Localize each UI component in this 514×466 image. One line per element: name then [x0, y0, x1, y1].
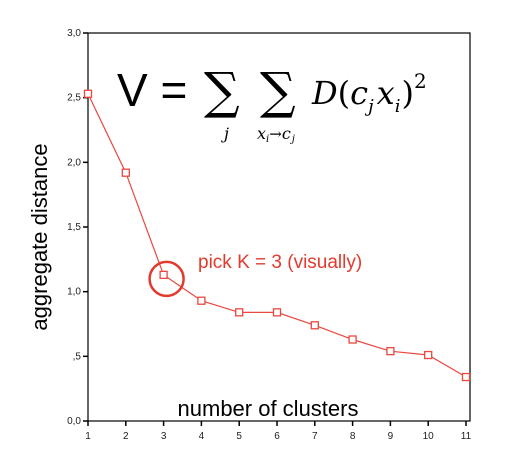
formula-sub-j: j	[221, 124, 229, 143]
annotation-text: pick K = 3 (visually)	[198, 252, 362, 273]
data-point	[197, 296, 206, 305]
data-point	[235, 308, 244, 317]
x-axis-label: number of clusters	[178, 396, 359, 421]
series-markers	[83, 89, 471, 382]
formula-sum-2: ∑	[260, 62, 296, 120]
x-tick-label: 10	[423, 431, 435, 442]
y-tick-label: ,5	[73, 351, 82, 362]
formula-sum-1: ∑	[204, 62, 240, 120]
plot-area-frame	[87, 32, 471, 422]
formula-body: D(cjxi)2	[311, 69, 427, 117]
y-axis-label: aggregate distance	[27, 143, 52, 330]
y-tick-label: 0,0	[67, 416, 81, 427]
y-tick-label: 1,0	[67, 287, 81, 298]
data-point	[83, 89, 93, 98]
data-point	[386, 347, 395, 356]
x-tick-label: 4	[199, 431, 205, 442]
data-point	[348, 335, 357, 344]
y-axis-ticks: 0,0 ,5 1,0 1,5 2,0 2,5 3,0	[67, 28, 88, 427]
x-tick-label: 5	[236, 431, 242, 442]
y-tick-label: 2,5	[67, 93, 81, 104]
data-point	[424, 350, 433, 360]
x-tick-label: 7	[312, 431, 318, 442]
x-tick-label: 2	[123, 431, 129, 442]
annotation-circle	[148, 260, 185, 298]
formula: V = ∑ ∑ j xi→cj D(cjxi)2	[117, 62, 427, 145]
x-tick-label: 8	[350, 431, 356, 442]
x-axis-ticks: 1 2 3 4 5 6 7 8 9 10 11	[85, 421, 472, 442]
data-point	[310, 321, 319, 330]
data-point	[121, 168, 130, 177]
x-tick-label: 11	[461, 431, 472, 442]
formula-lhs: V =	[117, 64, 187, 116]
x-tick-label: 6	[274, 431, 280, 442]
formula-sub-xi: xi→cj	[257, 124, 295, 145]
x-tick-label: 3	[161, 431, 167, 442]
y-tick-label: 1,5	[67, 222, 81, 233]
data-point	[159, 270, 168, 280]
y-tick-label: 2,0	[67, 157, 81, 168]
data-point	[461, 372, 471, 382]
x-tick-label: 9	[388, 431, 394, 442]
y-tick-label: 3,0	[67, 28, 81, 39]
x-tick-label: 1	[85, 431, 91, 442]
data-point	[272, 308, 282, 317]
